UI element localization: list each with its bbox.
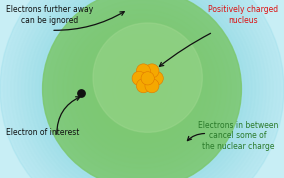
Ellipse shape bbox=[43, 0, 241, 178]
Ellipse shape bbox=[28, 0, 256, 178]
Ellipse shape bbox=[107, 54, 177, 124]
Ellipse shape bbox=[127, 74, 157, 104]
Ellipse shape bbox=[74, 22, 209, 156]
Ellipse shape bbox=[103, 50, 181, 128]
Ellipse shape bbox=[99, 46, 185, 132]
Ellipse shape bbox=[114, 61, 170, 117]
Ellipse shape bbox=[131, 78, 153, 100]
Text: Electrons further away
can be ignored: Electrons further away can be ignored bbox=[6, 5, 93, 25]
Ellipse shape bbox=[110, 57, 174, 121]
Ellipse shape bbox=[92, 39, 192, 139]
Text: Positively charged
nucleus: Positively charged nucleus bbox=[208, 5, 278, 25]
Ellipse shape bbox=[136, 79, 151, 93]
Ellipse shape bbox=[149, 71, 163, 85]
Text: Electron of interest: Electron of interest bbox=[6, 128, 79, 137]
Ellipse shape bbox=[82, 29, 202, 149]
Ellipse shape bbox=[112, 59, 172, 119]
Ellipse shape bbox=[117, 64, 167, 114]
Ellipse shape bbox=[36, 0, 248, 178]
Ellipse shape bbox=[132, 79, 152, 99]
Ellipse shape bbox=[68, 14, 216, 164]
Point bbox=[79, 91, 83, 94]
Text: Electrons in between
cancel some of
the nuclear charge: Electrons in between cancel some of the … bbox=[198, 121, 278, 151]
Ellipse shape bbox=[82, 29, 202, 149]
Ellipse shape bbox=[136, 64, 151, 78]
Ellipse shape bbox=[57, 4, 227, 174]
Ellipse shape bbox=[92, 39, 192, 139]
Ellipse shape bbox=[25, 0, 259, 178]
Ellipse shape bbox=[50, 0, 234, 178]
Ellipse shape bbox=[145, 79, 159, 93]
Ellipse shape bbox=[72, 19, 212, 159]
Ellipse shape bbox=[71, 18, 213, 160]
Ellipse shape bbox=[96, 43, 188, 135]
Ellipse shape bbox=[93, 23, 202, 132]
Ellipse shape bbox=[121, 68, 163, 110]
Ellipse shape bbox=[106, 54, 178, 124]
Ellipse shape bbox=[102, 49, 182, 129]
Ellipse shape bbox=[89, 36, 195, 142]
Ellipse shape bbox=[46, 0, 238, 178]
Ellipse shape bbox=[64, 11, 220, 167]
Ellipse shape bbox=[132, 71, 146, 85]
Ellipse shape bbox=[39, 0, 245, 178]
Ellipse shape bbox=[135, 82, 149, 96]
Ellipse shape bbox=[141, 72, 154, 85]
Ellipse shape bbox=[128, 75, 156, 103]
Ellipse shape bbox=[62, 9, 222, 169]
Ellipse shape bbox=[139, 85, 146, 93]
Ellipse shape bbox=[60, 7, 224, 171]
Ellipse shape bbox=[85, 32, 199, 146]
Ellipse shape bbox=[43, 0, 241, 178]
Ellipse shape bbox=[53, 0, 231, 178]
Ellipse shape bbox=[43, 0, 241, 178]
Ellipse shape bbox=[67, 14, 217, 164]
Ellipse shape bbox=[53, 0, 231, 178]
Ellipse shape bbox=[145, 64, 159, 78]
Ellipse shape bbox=[137, 84, 147, 94]
Ellipse shape bbox=[122, 69, 162, 109]
Ellipse shape bbox=[78, 25, 206, 153]
Ellipse shape bbox=[87, 34, 197, 144]
Ellipse shape bbox=[124, 71, 160, 107]
Ellipse shape bbox=[32, 0, 252, 178]
Ellipse shape bbox=[77, 24, 207, 154]
Ellipse shape bbox=[57, 4, 227, 174]
Ellipse shape bbox=[117, 64, 167, 114]
Ellipse shape bbox=[97, 44, 187, 134]
Ellipse shape bbox=[48, 0, 236, 178]
